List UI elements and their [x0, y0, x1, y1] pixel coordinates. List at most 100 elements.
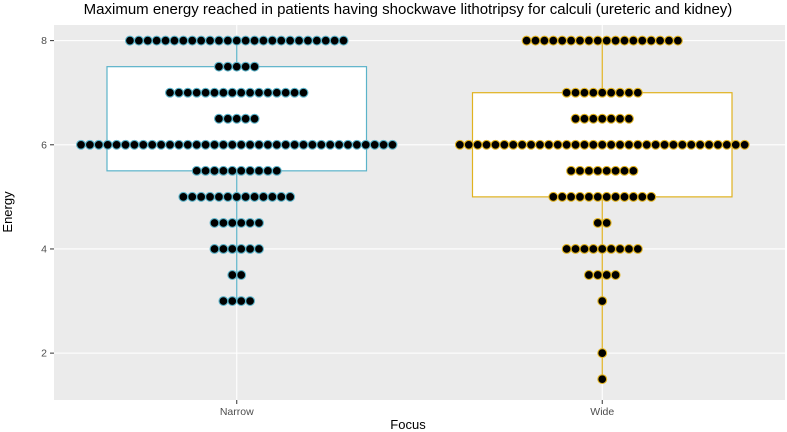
narrow-dot [218, 87, 229, 98]
wide-dot [561, 139, 572, 150]
narrow-dot [271, 139, 282, 150]
narrow-dot [231, 113, 242, 124]
wide-dot [592, 270, 603, 280]
narrow-dot [236, 139, 247, 150]
narrow-dot [236, 165, 247, 176]
narrow-dot [254, 165, 264, 176]
narrow-dot [102, 139, 113, 150]
wide-dot [588, 113, 599, 124]
narrow-dot [271, 87, 282, 98]
wide-dot [686, 139, 697, 150]
narrow-dot [289, 87, 300, 98]
wide-dot [619, 165, 630, 176]
axes: 2 4 6 8 Narrow Wide [41, 35, 614, 418]
wide-dot [637, 35, 648, 46]
narrow-dot [276, 191, 287, 202]
narrow-dot [84, 139, 95, 150]
narrow-dot [182, 139, 193, 150]
x-tick-label: Narrow [220, 406, 254, 418]
narrow-dot [258, 35, 269, 46]
wide-dot [534, 139, 545, 150]
wide-dot [632, 244, 643, 254]
wide-dot [592, 191, 603, 202]
wide-dot [570, 87, 581, 98]
narrow-dot [285, 191, 296, 202]
narrow-dot [249, 191, 260, 202]
narrow-dot [249, 35, 260, 46]
narrow-dot [120, 139, 131, 150]
y-axis-title: Energy [0, 191, 15, 233]
y-tick-label: 6 [41, 139, 47, 151]
narrow-dot [209, 87, 220, 98]
wide-dot [628, 35, 639, 46]
wide-dot [481, 139, 492, 150]
wide-dot [628, 191, 639, 202]
dot-layer [76, 35, 750, 385]
wide-dot [632, 87, 643, 98]
narrow-dot [187, 191, 198, 202]
wide-dot [539, 35, 550, 46]
wide-dot [619, 191, 630, 202]
narrow-dot [338, 35, 349, 46]
wide-dot [597, 348, 608, 359]
narrow-dot [133, 35, 144, 46]
wide-dot [641, 139, 652, 150]
narrow-dot [218, 217, 229, 228]
narrow-dot [218, 139, 229, 150]
narrow-dot [173, 139, 184, 150]
y-tick-label: 4 [41, 243, 47, 255]
wide-dot [499, 139, 510, 150]
wide-dot [623, 139, 634, 150]
wide-dot [566, 165, 577, 176]
narrow-dot [262, 87, 273, 98]
narrow-dot [178, 191, 189, 202]
x-tick-label: Wide [590, 406, 614, 418]
wide-dot [490, 139, 501, 150]
narrow-dot [76, 139, 86, 150]
wide-dot [730, 139, 741, 150]
narrow-dot [196, 35, 207, 46]
wide-dot [561, 87, 572, 98]
wide-dot [610, 165, 621, 176]
wide-dot [579, 113, 590, 124]
narrow-dot [267, 35, 278, 46]
wide-dot [583, 270, 594, 280]
narrow-dot [245, 217, 256, 228]
wide-dot [606, 87, 617, 98]
narrow-dot [218, 165, 229, 176]
narrow-dot [329, 35, 340, 46]
narrow-dot [236, 87, 247, 98]
wide-dot [526, 139, 536, 150]
wide-dot [579, 87, 590, 98]
wide-dot [606, 244, 617, 254]
wide-dot [606, 113, 617, 124]
narrow-dot [369, 139, 380, 150]
narrow-dot [360, 139, 371, 150]
wide-dot [601, 270, 612, 280]
wide-dot [606, 139, 617, 150]
narrow-dot [316, 139, 327, 150]
narrow-dot [165, 87, 175, 98]
narrow-dot [227, 217, 238, 228]
narrow-dot [222, 61, 233, 72]
wide-dot [570, 244, 581, 254]
narrow-dot [93, 139, 104, 150]
narrow-dot [178, 35, 189, 46]
narrow-dot [262, 139, 273, 150]
narrow-dot [151, 35, 162, 46]
wide-dot [570, 113, 581, 124]
narrow-dot [249, 61, 260, 72]
wide-dot [530, 35, 541, 46]
wide-dot [615, 244, 625, 254]
narrow-dot [196, 191, 207, 202]
narrow-dot [227, 139, 238, 150]
narrow-dot [156, 139, 167, 150]
narrow-dot [245, 139, 256, 150]
wide-dot [472, 139, 483, 150]
narrow-dot [191, 139, 202, 150]
wide-dot [632, 139, 643, 150]
wide-dot [597, 374, 608, 385]
wide-dot [592, 165, 603, 176]
narrow-dot [142, 35, 153, 46]
wide-dot [583, 191, 594, 202]
